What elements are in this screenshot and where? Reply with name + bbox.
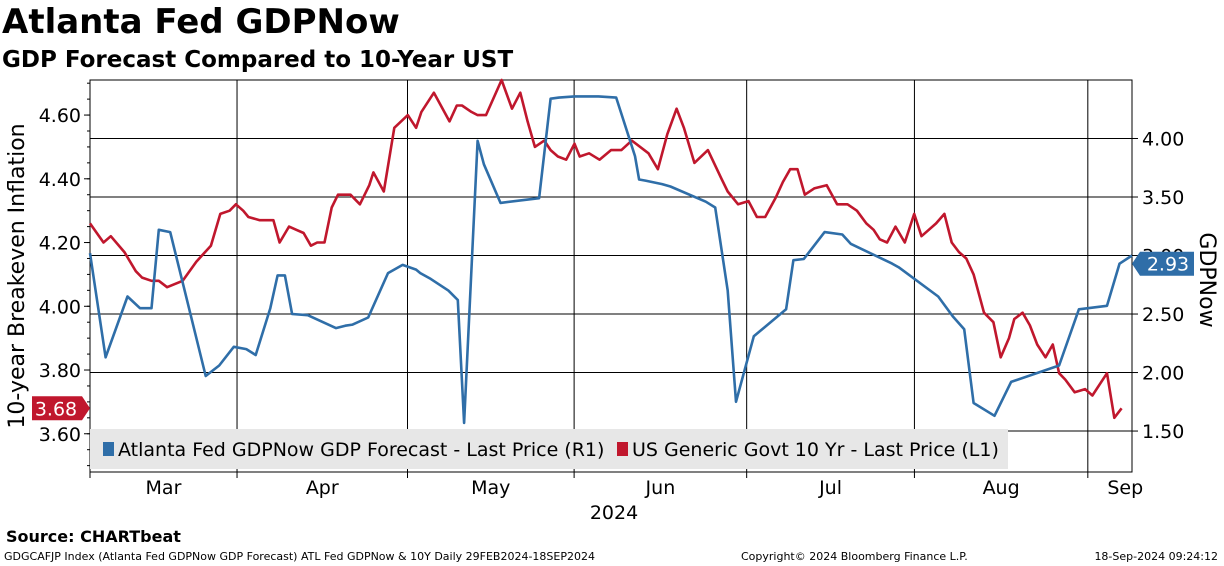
ticker-info: GDGCAFJP Index (Atlanta Fed GDPNow GDP F… bbox=[4, 550, 595, 563]
x-tick-label: Jul bbox=[818, 477, 842, 499]
gdpnow-last-tag bbox=[1132, 251, 1194, 276]
legend-label-us10y: US Generic Govt 10 Yr - Last Price (L1) bbox=[632, 439, 999, 461]
left-tick-label: 4.20 bbox=[39, 233, 81, 255]
x-tick-label: Jun bbox=[645, 477, 676, 499]
y-right-axis-title: GDPNow bbox=[1194, 232, 1219, 327]
x-axis: Mar Apr May Jun Jul Aug Sep bbox=[89, 472, 1143, 499]
grid bbox=[89, 80, 1132, 472]
left-tick-label: 4.40 bbox=[39, 169, 81, 191]
chart-title: Atlanta Fed GDPNow bbox=[2, 2, 400, 42]
legend: Atlanta Fed GDPNow GDP Forecast - Last P… bbox=[90, 429, 1008, 469]
source-note: Source: CHARTbeat bbox=[6, 527, 181, 546]
x-tick-label: May bbox=[471, 477, 510, 499]
plot-frame bbox=[89, 79, 1133, 473]
legend-swatch-gdpnow bbox=[103, 442, 114, 456]
x-tick-label: Apr bbox=[306, 477, 339, 499]
x-tick-label: Sep bbox=[1107, 477, 1143, 499]
y-left-axis-title: 10-year Breakeven Inflation bbox=[5, 123, 30, 428]
left-tick-label: 4.60 bbox=[39, 105, 81, 127]
timestamp: 18-Sep-2024 09:24:12 bbox=[1094, 550, 1218, 563]
right-tick-label: 2.50 bbox=[1142, 304, 1184, 326]
left-axis: 3.60 3.80 4.00 4.20 4.40 4.60 bbox=[39, 82, 90, 467]
us10y-last-tag bbox=[32, 396, 90, 421]
series-group bbox=[88, 78, 1133, 425]
x-tick-label: Aug bbox=[983, 477, 1020, 499]
right-tick-label: 3.50 bbox=[1142, 187, 1184, 209]
chart-subtitle: GDP Forecast Compared to 10-Year UST bbox=[2, 47, 514, 73]
right-tick-label: 2.00 bbox=[1142, 363, 1184, 385]
last-value-tags: 2.93 3.68 bbox=[32, 251, 1194, 421]
legend-swatch-us10y bbox=[617, 442, 628, 456]
right-tick-label: 1.50 bbox=[1142, 421, 1184, 443]
left-tick-label: 3.80 bbox=[39, 360, 81, 382]
legend-box bbox=[90, 429, 1008, 469]
series-line-gdpnow bbox=[88, 95, 1133, 425]
us10y-last-value: 3.68 bbox=[35, 398, 77, 420]
right-tick-label: 4.00 bbox=[1142, 129, 1184, 151]
left-tick-label: 4.00 bbox=[39, 296, 81, 318]
copyright: Copyright© 2024 Bloomberg Finance L.P. bbox=[741, 550, 968, 563]
legend-label-gdpnow: Atlanta Fed GDPNow GDP Forecast - Last P… bbox=[118, 439, 604, 461]
series-line-us10y bbox=[88, 78, 1123, 420]
x-tick-label: Mar bbox=[146, 477, 182, 499]
x-year-label: 2024 bbox=[590, 502, 638, 524]
gdpnow-last-value: 2.93 bbox=[1147, 254, 1189, 276]
left-tick-label: 3.60 bbox=[39, 424, 81, 446]
right-axis: 1.502.002.503.003.504.00 bbox=[1132, 129, 1184, 443]
